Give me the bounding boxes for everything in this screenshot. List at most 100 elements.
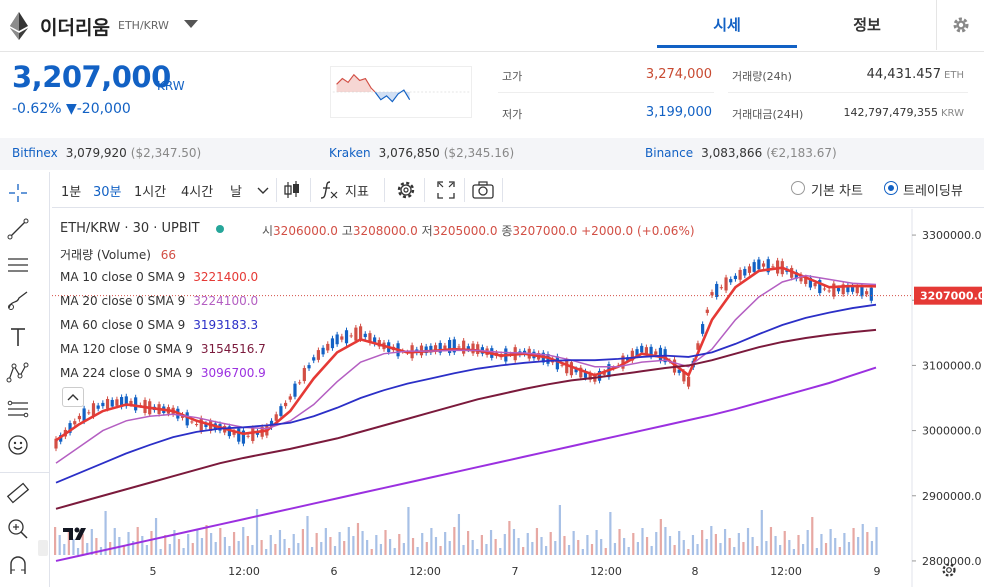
volume-bar	[815, 548, 818, 555]
volume-legend: 거래량 (Volume) 66	[60, 248, 177, 262]
volume-bar	[604, 548, 607, 555]
volume-bar	[586, 535, 589, 555]
ma-legend-value: 3096700.9	[200, 366, 266, 380]
text-icon[interactable]	[5, 324, 31, 350]
timeframe-4h[interactable]: 4시간	[181, 185, 214, 200]
candle-body	[251, 427, 255, 442]
candle-body	[822, 288, 827, 290]
volume-bar	[154, 518, 158, 555]
candle-body	[443, 345, 447, 349]
horizontal-lines-icon[interactable]	[5, 252, 31, 278]
volume-bar	[251, 545, 254, 555]
fullscreen-icon[interactable]	[433, 178, 459, 202]
candle-body	[466, 346, 470, 350]
brush-icon[interactable]	[5, 288, 31, 314]
volume-bar	[104, 511, 107, 555]
candle-body	[715, 283, 719, 297]
settings-button[interactable]	[936, 0, 984, 50]
volume-bar	[545, 546, 548, 555]
volume-bar	[512, 529, 516, 555]
candle-body	[569, 362, 574, 376]
volume-bar	[503, 534, 506, 555]
candle-body	[110, 399, 114, 407]
tab-price[interactable]: 시세	[657, 0, 797, 48]
candle-body	[101, 402, 105, 407]
volume-bar	[306, 516, 309, 555]
ruler-icon[interactable]	[5, 480, 31, 506]
volume-bar	[723, 529, 727, 555]
volume-bar	[870, 541, 874, 555]
timeframe-30m[interactable]: 30분	[93, 185, 122, 200]
volume-bar	[590, 544, 594, 555]
x-tick-label: 8	[692, 565, 699, 578]
volume-bar	[581, 549, 584, 555]
timeframe-day[interactable]: 날	[230, 185, 242, 200]
toolbar-divider	[276, 178, 277, 202]
collapse-toolbar-button[interactable]	[38, 540, 48, 556]
chart-legend-title: ETH/KRW · 30 · UPBIT	[60, 221, 224, 236]
volume-bar	[838, 547, 841, 555]
y-tick-label: 2800000.0	[922, 555, 982, 568]
candle-body	[274, 414, 278, 421]
tab-info[interactable]: 정보	[853, 16, 881, 34]
volume-bar	[609, 512, 612, 555]
volume-bar	[393, 548, 396, 555]
candle-body	[696, 343, 700, 350]
ma-legend-row: MA 20 close 0 SMA 9 3224100.0	[60, 294, 258, 308]
smiley-icon[interactable]	[5, 432, 31, 458]
indicator-button[interactable]: 지표	[345, 185, 369, 200]
gear-icon[interactable]	[940, 561, 958, 579]
gear-icon[interactable]	[393, 178, 419, 202]
timeframe-1h[interactable]: 1시간	[134, 185, 167, 200]
volume-bar	[329, 537, 332, 555]
volume-bar	[132, 541, 135, 555]
candle-body	[354, 327, 358, 341]
candle-body	[846, 285, 850, 293]
candle-body	[738, 269, 742, 280]
volume-bar	[535, 528, 539, 555]
volume-bar	[696, 544, 699, 555]
high-value: 3,274,000	[645, 67, 712, 82]
coin-dropdown-caret-icon[interactable]	[184, 20, 198, 28]
chevron-down-icon[interactable]	[250, 178, 276, 202]
volume-bar	[650, 546, 653, 555]
volume-bar	[710, 526, 713, 555]
volume-bar	[567, 545, 571, 555]
volume-bar	[95, 538, 98, 555]
volume-bar	[453, 527, 456, 555]
volume-bar	[811, 517, 814, 555]
magnet-icon[interactable]	[5, 552, 31, 578]
candle-body	[87, 412, 91, 414]
candle-body	[752, 262, 756, 272]
legend-collapse-button[interactable]	[62, 387, 84, 407]
trend-line-icon[interactable]	[5, 216, 31, 242]
candle-body	[105, 398, 110, 409]
basic-chart-radio[interactable]	[791, 181, 805, 195]
measure-lines-icon[interactable]	[5, 396, 31, 422]
symbol-title: ETH/KRW · 30 · UPBIT	[60, 221, 200, 236]
trading-view-radio[interactable]	[884, 181, 898, 195]
function-icon[interactable]	[316, 178, 342, 202]
volume-bar	[645, 537, 649, 555]
timeframe-1m[interactable]: 1분	[61, 185, 82, 200]
volume-bar	[370, 549, 373, 555]
volume-bar	[416, 547, 419, 555]
candle-body	[630, 350, 634, 361]
volume-bar	[659, 519, 662, 555]
camera-icon[interactable]	[470, 178, 496, 202]
zoom-in-icon[interactable]	[5, 516, 31, 542]
crosshair-icon[interactable]	[5, 180, 31, 206]
volume-unit: ETH	[944, 70, 964, 81]
price-chart[interactable]: 3300000.03200000.03100000.03000000.02900…	[52, 209, 984, 587]
candle-body	[869, 287, 873, 301]
candle-body	[438, 342, 442, 353]
volume-bar	[673, 545, 676, 555]
volume-bar	[145, 545, 148, 555]
pattern-icon[interactable]	[5, 360, 31, 386]
volume-bar	[861, 524, 864, 555]
candle-style-icon[interactable]	[279, 178, 305, 202]
candle-body	[574, 368, 578, 373]
volume-bar	[90, 529, 93, 555]
candle-body	[232, 431, 236, 435]
basic-chart-label: 기본 차트	[811, 184, 863, 199]
